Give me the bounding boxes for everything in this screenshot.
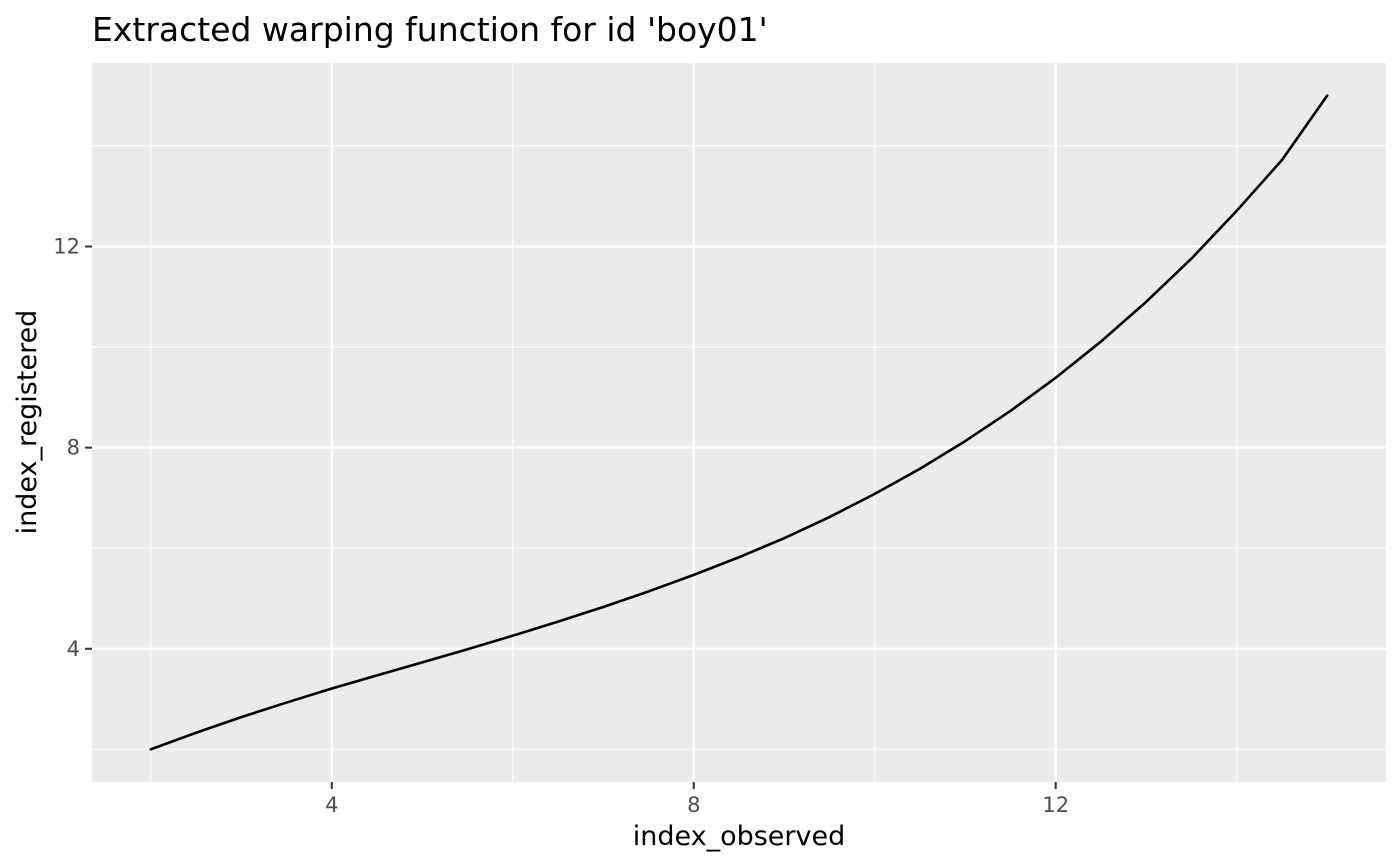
x-tick-label: 8 [687, 793, 700, 817]
y-axis-ticks: 4 8 12 [53, 235, 92, 661]
plot-panel [92, 63, 1386, 782]
x-tick-label: 12 [1042, 793, 1069, 817]
warping-function-line [149, 94, 1329, 751]
series-layer [149, 94, 1329, 751]
minor-gridlines [92, 63, 1386, 782]
y-axis-title: index_registered [12, 310, 43, 535]
y-tick-label: 8 [67, 436, 80, 460]
y-tick-label: 4 [67, 637, 80, 661]
major-gridlines [92, 63, 1386, 782]
x-axis-ticks: 4 8 12 [325, 782, 1069, 817]
x-tick-label: 4 [325, 793, 338, 817]
chart-title: Extracted warping function for id 'boy01… [92, 10, 768, 49]
x-axis-title: index_observed [633, 821, 846, 852]
y-tick-label: 12 [53, 235, 80, 259]
